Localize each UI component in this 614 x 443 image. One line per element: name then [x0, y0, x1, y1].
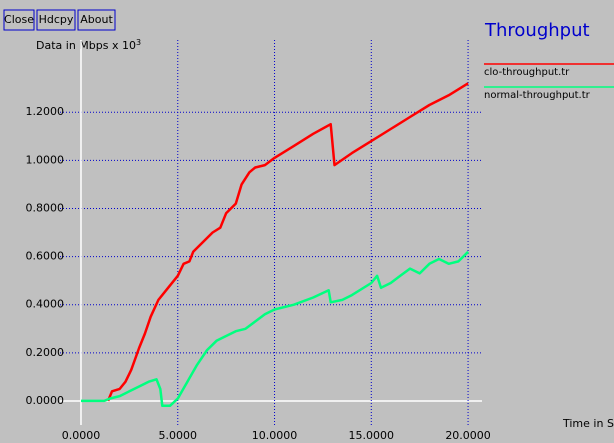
chart-title: Throughput	[484, 20, 590, 41]
y-tick-label: 0.2000	[26, 346, 65, 359]
y-tick-label: 1.2000	[26, 105, 65, 118]
close-button[interactable]: Close	[3, 9, 35, 31]
x-tick-label: 15.0000	[349, 429, 395, 442]
legend-label: clo-throughput.tr	[484, 67, 570, 78]
y-tick-label: 1.0000	[26, 153, 65, 166]
button-frame[interactable]	[36, 9, 76, 31]
x-tick-label: 20.0000	[445, 429, 491, 442]
about-button[interactable]: About	[77, 9, 116, 31]
x-tick-label: 5.0000	[159, 429, 198, 442]
y-tick-label: 0.8000	[26, 201, 65, 214]
button-frame[interactable]	[3, 9, 35, 31]
x-axis-label: Time in Se	[562, 417, 614, 430]
y-axis-label: Data in Mbps x 103	[36, 38, 141, 53]
data-line	[106, 82, 469, 402]
y-axis-label-text: Data in Mbps x 10	[36, 39, 136, 52]
y-tick-label: 0.0000	[26, 394, 65, 407]
legend-label: normal-throughput.tr	[484, 90, 591, 101]
x-tick-label: 0.0000	[62, 429, 101, 442]
y-tick-label: 0.4000	[26, 298, 65, 311]
x-tick-label: 10.0000	[252, 429, 298, 442]
data-line	[81, 250, 469, 408]
hdcpy-button[interactable]: Hdcpy	[36, 9, 76, 31]
y-axis-label-power: 3	[136, 38, 141, 47]
y-tick-label: 0.6000	[26, 250, 65, 263]
button-frame[interactable]	[77, 9, 116, 31]
button-label[interactable]: Close	[4, 13, 34, 26]
button-label[interactable]: About	[80, 13, 113, 26]
button-label[interactable]: Hdcpy	[39, 13, 74, 26]
